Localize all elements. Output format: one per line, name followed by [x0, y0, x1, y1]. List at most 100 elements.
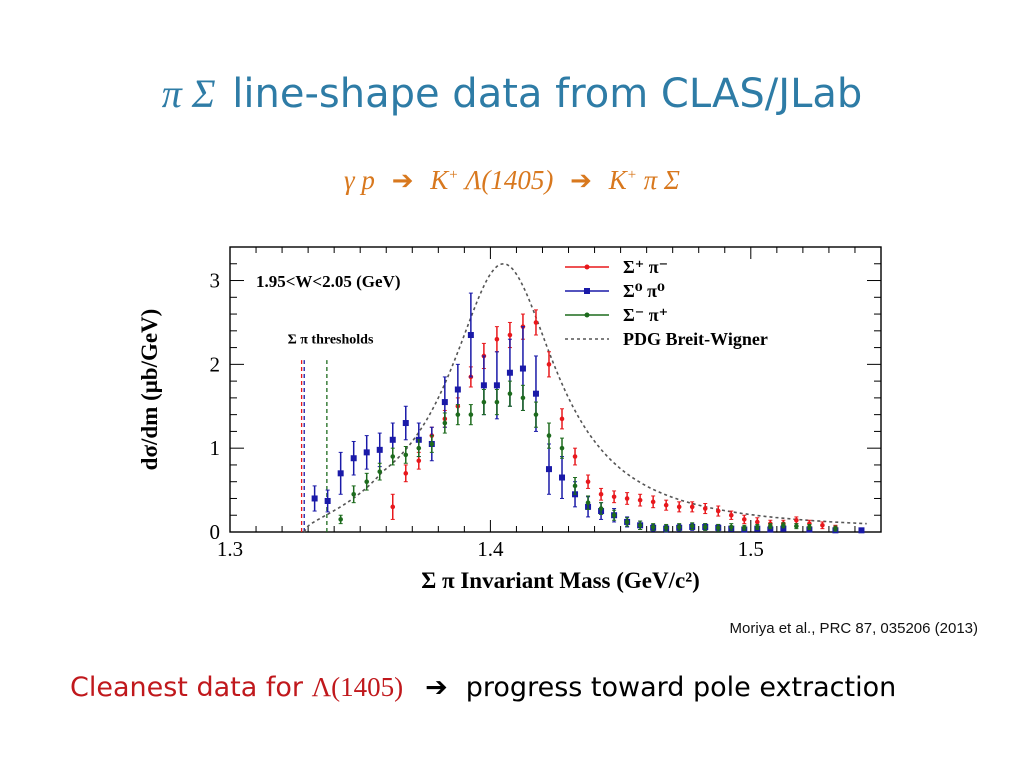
- legend-label-breit-wigner: PDG Breit-Wigner: [623, 329, 768, 349]
- data-point-sigma0-pi0: [506, 369, 513, 376]
- data-point-sigma-plus-pi-minus: [728, 512, 734, 518]
- data-point-sigma-minus-pi-plus: [351, 491, 356, 497]
- plot-frame: [229, 246, 882, 533]
- legend-label-sigma-plus-pi-minus: Σ⁺ π⁻: [623, 257, 668, 277]
- legend-label-sigma-minus-pi-plus: Σ⁻ π⁺: [623, 305, 668, 325]
- data-point-sigma-minus-pi-plus: [468, 412, 474, 417]
- legend-marker-sigma-plus-pi-minus: [584, 264, 590, 270]
- reaction-formula: γ p ➔ K+ Λ(1405) ➔ K+ π Σ: [0, 165, 1024, 196]
- data-point-sigma-plus-pi-minus: [507, 332, 513, 338]
- y-tick-label: 3: [210, 269, 221, 293]
- data-point-sigma-minus-pi-plus: [755, 524, 760, 530]
- data-point-sigma-plus-pi-minus: [533, 320, 539, 325]
- data-point-sigma0-pi0: [350, 455, 357, 462]
- conclusion-lead: Cleanest data for: [70, 672, 312, 703]
- data-point-sigma-minus-pi-plus: [611, 512, 617, 518]
- legend-label-sigma0-pi0: Σ⁰ π⁰: [623, 281, 665, 301]
- data-point-sigma-plus-pi-minus: [820, 522, 825, 528]
- x-tick-label: 1.4: [477, 537, 504, 561]
- slide-title: π Σ line-shape data from CLAS/JLab: [0, 70, 1024, 117]
- data-point-sigma-plus-pi-minus: [598, 491, 604, 497]
- y-tick-label: 0: [210, 520, 221, 544]
- data-point-sigma-minus-pi-plus: [533, 412, 539, 417]
- data-point-sigma-plus-pi-minus: [611, 494, 617, 500]
- breit-wigner-curve: [303, 263, 867, 533]
- data-point-sigma-minus-pi-plus: [689, 523, 695, 529]
- reaction-kaon-1-charge: +: [448, 167, 459, 183]
- title-text: line-shape data from CLAS/JLab: [232, 71, 863, 117]
- data-point-sigma-minus-pi-plus: [572, 483, 578, 489]
- data-point-sigma-plus-pi-minus: [702, 506, 708, 511]
- data-point-sigma-minus-pi-plus: [455, 412, 461, 417]
- data-point-sigma0-pi0: [767, 526, 774, 533]
- data-point-sigma-minus-pi-plus: [741, 525, 747, 531]
- citation: Moriya et al., PRC 87, 035206 (2013): [729, 620, 978, 637]
- data-point-sigma-minus-pi-plus: [702, 524, 708, 530]
- data-point-sigma0-pi0: [311, 495, 318, 502]
- data-point-sigma0-pi0: [389, 436, 396, 443]
- chart: 1.3 1.4 1.5 0 1 2 3 Σ π Invariant Mass (GeV/c²)…: [110, 235, 900, 605]
- data-point-sigma-plus-pi-minus: [650, 499, 656, 505]
- data-point-sigma-minus-pi-plus: [585, 500, 591, 505]
- data-point-sigma-plus-pi-minus: [559, 416, 565, 422]
- data-point-sigma0-pi0: [402, 420, 409, 427]
- legend-marker-sigma-minus-pi-plus: [584, 312, 590, 318]
- data-point-sigma-minus-pi-plus: [598, 506, 604, 511]
- conclusion: Cleanest data for Λ(1405) ➔ progress towar…: [70, 672, 970, 703]
- data-point-sigma-plus-pi-minus: [494, 336, 500, 342]
- data-point-sigma-minus-pi-plus: [663, 525, 669, 531]
- data-point-sigma-minus-pi-plus: [768, 523, 773, 529]
- y-tick-label: 1: [210, 436, 221, 460]
- data-point-sigma-plus-pi-minus: [715, 508, 721, 514]
- x-axis-label: Σ π Invariant Mass (GeV/c²): [421, 568, 700, 593]
- arrow-icon: ➔: [570, 166, 592, 196]
- data-point-sigma-plus-pi-minus: [403, 471, 409, 476]
- data-point-sigma-minus-pi-plus: [781, 522, 786, 528]
- data-point-sigma-plus-pi-minus: [546, 362, 552, 367]
- data-point-sigma-plus-pi-minus: [755, 519, 760, 525]
- data-point-sigma-minus-pi-plus: [390, 454, 396, 459]
- data-point-sigma-plus-pi-minus: [689, 504, 695, 510]
- data-point-sigma-minus-pi-plus: [507, 391, 513, 396]
- chart-svg: 1.3 1.4 1.5 0 1 2 3 Σ π Invariant Mass (GeV/c²)…: [137, 246, 882, 593]
- data-point-sigma-minus-pi-plus: [715, 525, 721, 531]
- y-tick-label: 2: [210, 352, 221, 376]
- x-tick-label: 1.3: [217, 537, 243, 561]
- data-point-sigma-plus-pi-minus: [572, 454, 578, 459]
- data-point-sigma0-pi0: [337, 470, 344, 477]
- data-point-sigma-minus-pi-plus: [481, 399, 487, 405]
- data-point-sigma0-pi0: [324, 497, 331, 504]
- data-point-sigma0-pi0: [532, 390, 539, 397]
- data-point-sigma-plus-pi-minus: [676, 504, 682, 510]
- data-point-sigma-minus-pi-plus: [494, 399, 500, 405]
- data-point-sigma-minus-pi-plus: [650, 524, 656, 530]
- data-point-sigma-minus-pi-plus: [338, 517, 343, 522]
- reaction-kaon-2-charge: +: [626, 167, 637, 183]
- data-point-sigma0-pi0: [858, 527, 865, 534]
- data-point-sigma0-pi0: [363, 449, 370, 456]
- reaction-kaon-1: K: [430, 165, 449, 195]
- data-point-sigma-plus-pi-minus: [416, 458, 422, 464]
- data-point-sigma-minus-pi-plus: [403, 452, 409, 458]
- title-symbols: π Σ: [161, 71, 216, 116]
- data-point-sigma-minus-pi-plus: [377, 469, 383, 474]
- reaction-gamma-p: γ p: [344, 165, 375, 195]
- data-point-sigma0-pi0: [519, 365, 526, 372]
- conclusion-lambda: Λ(1405): [311, 672, 404, 702]
- thresholds-label: Σ π thresholds: [288, 332, 374, 347]
- arrow-icon: ➔: [391, 166, 414, 196]
- legend-marker-sigma0-pi0: [584, 288, 590, 294]
- data-point-sigma-minus-pi-plus: [546, 433, 552, 438]
- data-point-sigma-minus-pi-plus: [624, 519, 630, 525]
- data-point-sigma-minus-pi-plus: [728, 524, 734, 530]
- arrow-icon: ➔: [425, 672, 448, 703]
- data-point-sigma0-pi0: [780, 525, 787, 532]
- reaction-lambda: Λ(1405): [465, 165, 554, 195]
- data-point-sigma0-pi0: [480, 382, 487, 389]
- data-point-sigma-minus-pi-plus: [794, 523, 799, 529]
- data-point-sigma0-pi0: [454, 386, 461, 393]
- data-point-sigma-plus-pi-minus: [585, 479, 591, 485]
- data-point-sigma-minus-pi-plus: [833, 526, 838, 531]
- data-point-sigma-plus-pi-minus: [741, 517, 747, 522]
- data-point-sigma-plus-pi-minus: [794, 517, 799, 523]
